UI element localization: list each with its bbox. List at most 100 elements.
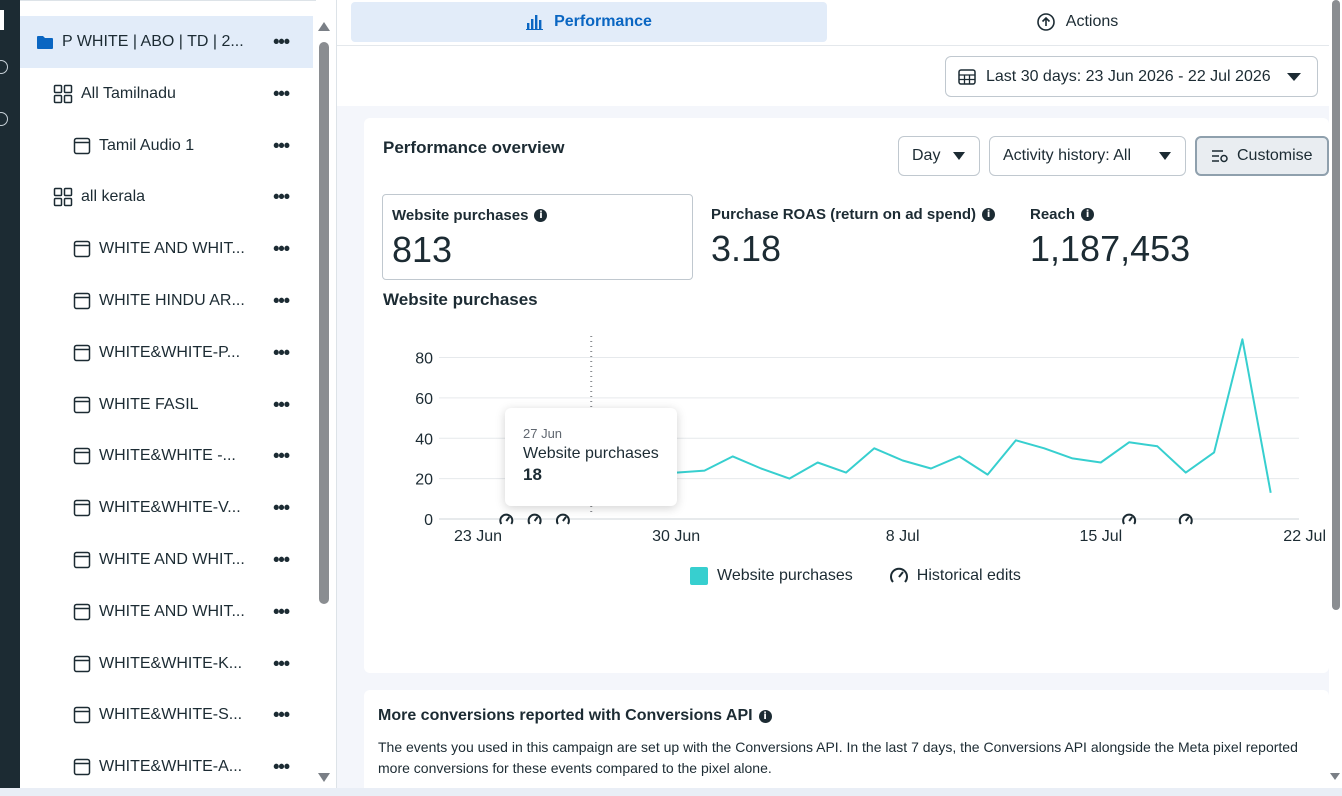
tab-actions-label: Actions: [1065, 13, 1119, 30]
page-scrollbar[interactable]: [1329, 0, 1342, 788]
more-options-icon[interactable]: •••: [273, 83, 290, 104]
ad-icon: [73, 499, 91, 517]
tree-item[interactable]: Tamil Audio 1 •••: [20, 120, 313, 172]
kpi-reach[interactable]: Reach i 1,187,453: [1021, 194, 1321, 280]
chart-legend: Website purchases Historical edits: [690, 566, 1021, 586]
more-options-icon[interactable]: •••: [273, 704, 290, 725]
main-panel: Performance Actions Last 30 days: 23 Jun…: [337, 0, 1329, 788]
info-icon[interactable]: i: [1081, 208, 1095, 221]
more-options-icon[interactable]: •••: [273, 445, 290, 466]
more-options-icon[interactable]: •••: [273, 342, 290, 363]
historical-edit-marker-icon[interactable]: [527, 513, 542, 527]
tree-item-label: WHITE&WHITE-V...: [99, 499, 241, 517]
tree-item[interactable]: P WHITE | ABO | TD | 2... •••: [20, 16, 313, 68]
tree-item[interactable]: WHITE AND WHIT... •••: [20, 586, 313, 638]
rail-help-icon[interactable]: [0, 112, 8, 126]
tree-scrollbar[interactable]: [316, 20, 332, 784]
activity-history-dropdown[interactable]: Activity history: All: [989, 136, 1186, 176]
scroll-down-arrow-icon[interactable]: [318, 773, 330, 782]
tree-item-label: Tamil Audio 1: [99, 136, 195, 154]
x-tick-label: 15 Jul: [1079, 528, 1122, 545]
more-options-icon[interactable]: •••: [273, 238, 290, 259]
tree-item[interactable]: WHITE FASIL •••: [20, 379, 313, 431]
tab-performance[interactable]: Performance: [351, 2, 827, 42]
page-scroll-thumb[interactable]: [1332, 0, 1340, 610]
conversions-api-card: More conversions reported with Conversio…: [364, 690, 1329, 788]
customise-button[interactable]: Customise: [1195, 136, 1329, 176]
tree-item-label: WHITE AND WHIT...: [99, 602, 245, 620]
more-options-icon[interactable]: •••: [273, 653, 290, 674]
tab-actions[interactable]: Actions: [827, 2, 1327, 42]
ad-icon: [73, 603, 91, 621]
more-options-icon[interactable]: •••: [273, 394, 290, 415]
ad-icon: [73, 758, 91, 776]
legend-edits-label[interactable]: Historical edits: [916, 567, 1021, 584]
tree-item-label: WHITE AND WHIT...: [99, 240, 245, 258]
kpi-label: Website purchases: [392, 207, 529, 224]
more-options-icon[interactable]: •••: [273, 186, 290, 207]
rail-tool-icon[interactable]: [0, 60, 8, 74]
date-range-label: Last 30 days: 23 Jun 2026 - 22 Jul 2026: [986, 67, 1271, 85]
more-options-icon[interactable]: •••: [273, 756, 290, 777]
date-bar: Last 30 days: 23 Jun 2026 - 22 Jul 2026: [337, 46, 1329, 106]
kpi-label: Reach: [1030, 206, 1076, 223]
y-tick-label: 40: [415, 431, 433, 448]
ad-icon: [73, 292, 91, 310]
bar-chart-icon: [526, 15, 544, 30]
tree-item[interactable]: WHITE&WHITE-V... •••: [20, 482, 313, 534]
historical-edit-marker-icon[interactable]: [555, 513, 570, 527]
legend-series-label[interactable]: Website purchases: [717, 567, 853, 584]
tab-bar: Performance Actions: [337, 0, 1329, 46]
tree-item[interactable]: all kerala •••: [20, 171, 313, 223]
historical-edit-marker-icon[interactable]: [1122, 513, 1137, 527]
tree-item[interactable]: WHITE AND WHIT... •••: [20, 534, 313, 586]
activity-history-label: Activity history: All: [1003, 147, 1132, 164]
tree-item[interactable]: WHITE&WHITE-A... •••: [20, 741, 313, 788]
date-range-picker[interactable]: Last 30 days: 23 Jun 2026 - 22 Jul 2026: [945, 56, 1318, 97]
customise-label: Customise: [1237, 147, 1313, 164]
tree-top-border: [20, 0, 316, 1]
kpi-website-purchases[interactable]: Website purchases i 813: [382, 194, 693, 280]
chart-title: Website purchases: [383, 290, 538, 309]
card-title: Performance overview: [383, 138, 565, 157]
tree-item[interactable]: WHITE&WHITE-P... •••: [20, 327, 313, 379]
tree-scroll-thumb[interactable]: [319, 42, 329, 604]
tree-item[interactable]: WHITE&WHITE-S... •••: [20, 689, 313, 741]
info-icon[interactable]: i: [982, 208, 996, 221]
tree-item-label: WHITE&WHITE-A...: [99, 758, 243, 776]
more-options-icon[interactable]: •••: [273, 135, 290, 156]
chart-tooltip: 27 Jun Website purchases 18: [505, 408, 677, 506]
y-tick-label: 80: [415, 351, 433, 368]
historical-edit-marker-icon[interactable]: [499, 513, 514, 527]
tree-item-label: WHITE&WHITE-K...: [99, 654, 243, 672]
more-options-icon[interactable]: •••: [273, 549, 290, 570]
ad-icon: [73, 655, 91, 673]
historical-edit-marker-icon[interactable]: [1178, 513, 1193, 527]
scroll-up-arrow-icon[interactable]: [318, 22, 330, 31]
chevron-down-icon: [953, 152, 965, 160]
more-options-icon[interactable]: •••: [273, 31, 290, 52]
y-tick-label: 20: [415, 472, 433, 489]
tree-item[interactable]: WHITE&WHITE -... •••: [20, 430, 313, 482]
tree-item[interactable]: All Tamilnadu •••: [20, 68, 313, 120]
kpi-purchase-roas[interactable]: Purchase ROAS (return on ad spend) i 3.18: [702, 194, 1002, 280]
website-purchases-chart[interactable]: 0 20 40 60 80 23 Jun 30 Jun 8 Jul 15 Jul 22 Jul: [364, 118, 1329, 558]
info-icon[interactable]: i: [534, 209, 548, 222]
more-options-icon[interactable]: •••: [273, 601, 290, 622]
ad-icon: [73, 344, 91, 362]
tree-item[interactable]: WHITE&WHITE-K... •••: [20, 638, 313, 690]
grid-icon: [53, 187, 73, 207]
info-icon[interactable]: i: [758, 709, 772, 723]
ad-icon: [73, 551, 91, 569]
x-tick-label: 8 Jul: [886, 528, 920, 545]
more-options-icon[interactable]: •••: [273, 290, 290, 311]
capi-body: The events you used in this campaign are…: [378, 739, 1298, 776]
x-tick-label: 30 Jun: [652, 528, 700, 545]
tree-item[interactable]: WHITE AND WHIT... •••: [20, 223, 313, 275]
tree-item[interactable]: WHITE HINDU AR... •••: [20, 275, 313, 327]
x-tick-label: 22 Jul: [1283, 528, 1326, 545]
scroll-down-arrow-icon[interactable]: [1330, 773, 1340, 780]
more-options-icon[interactable]: •••: [273, 497, 290, 518]
granularity-dropdown[interactable]: Day: [898, 136, 980, 176]
tree-item-label: P WHITE | ABO | TD | 2...: [62, 33, 244, 50]
